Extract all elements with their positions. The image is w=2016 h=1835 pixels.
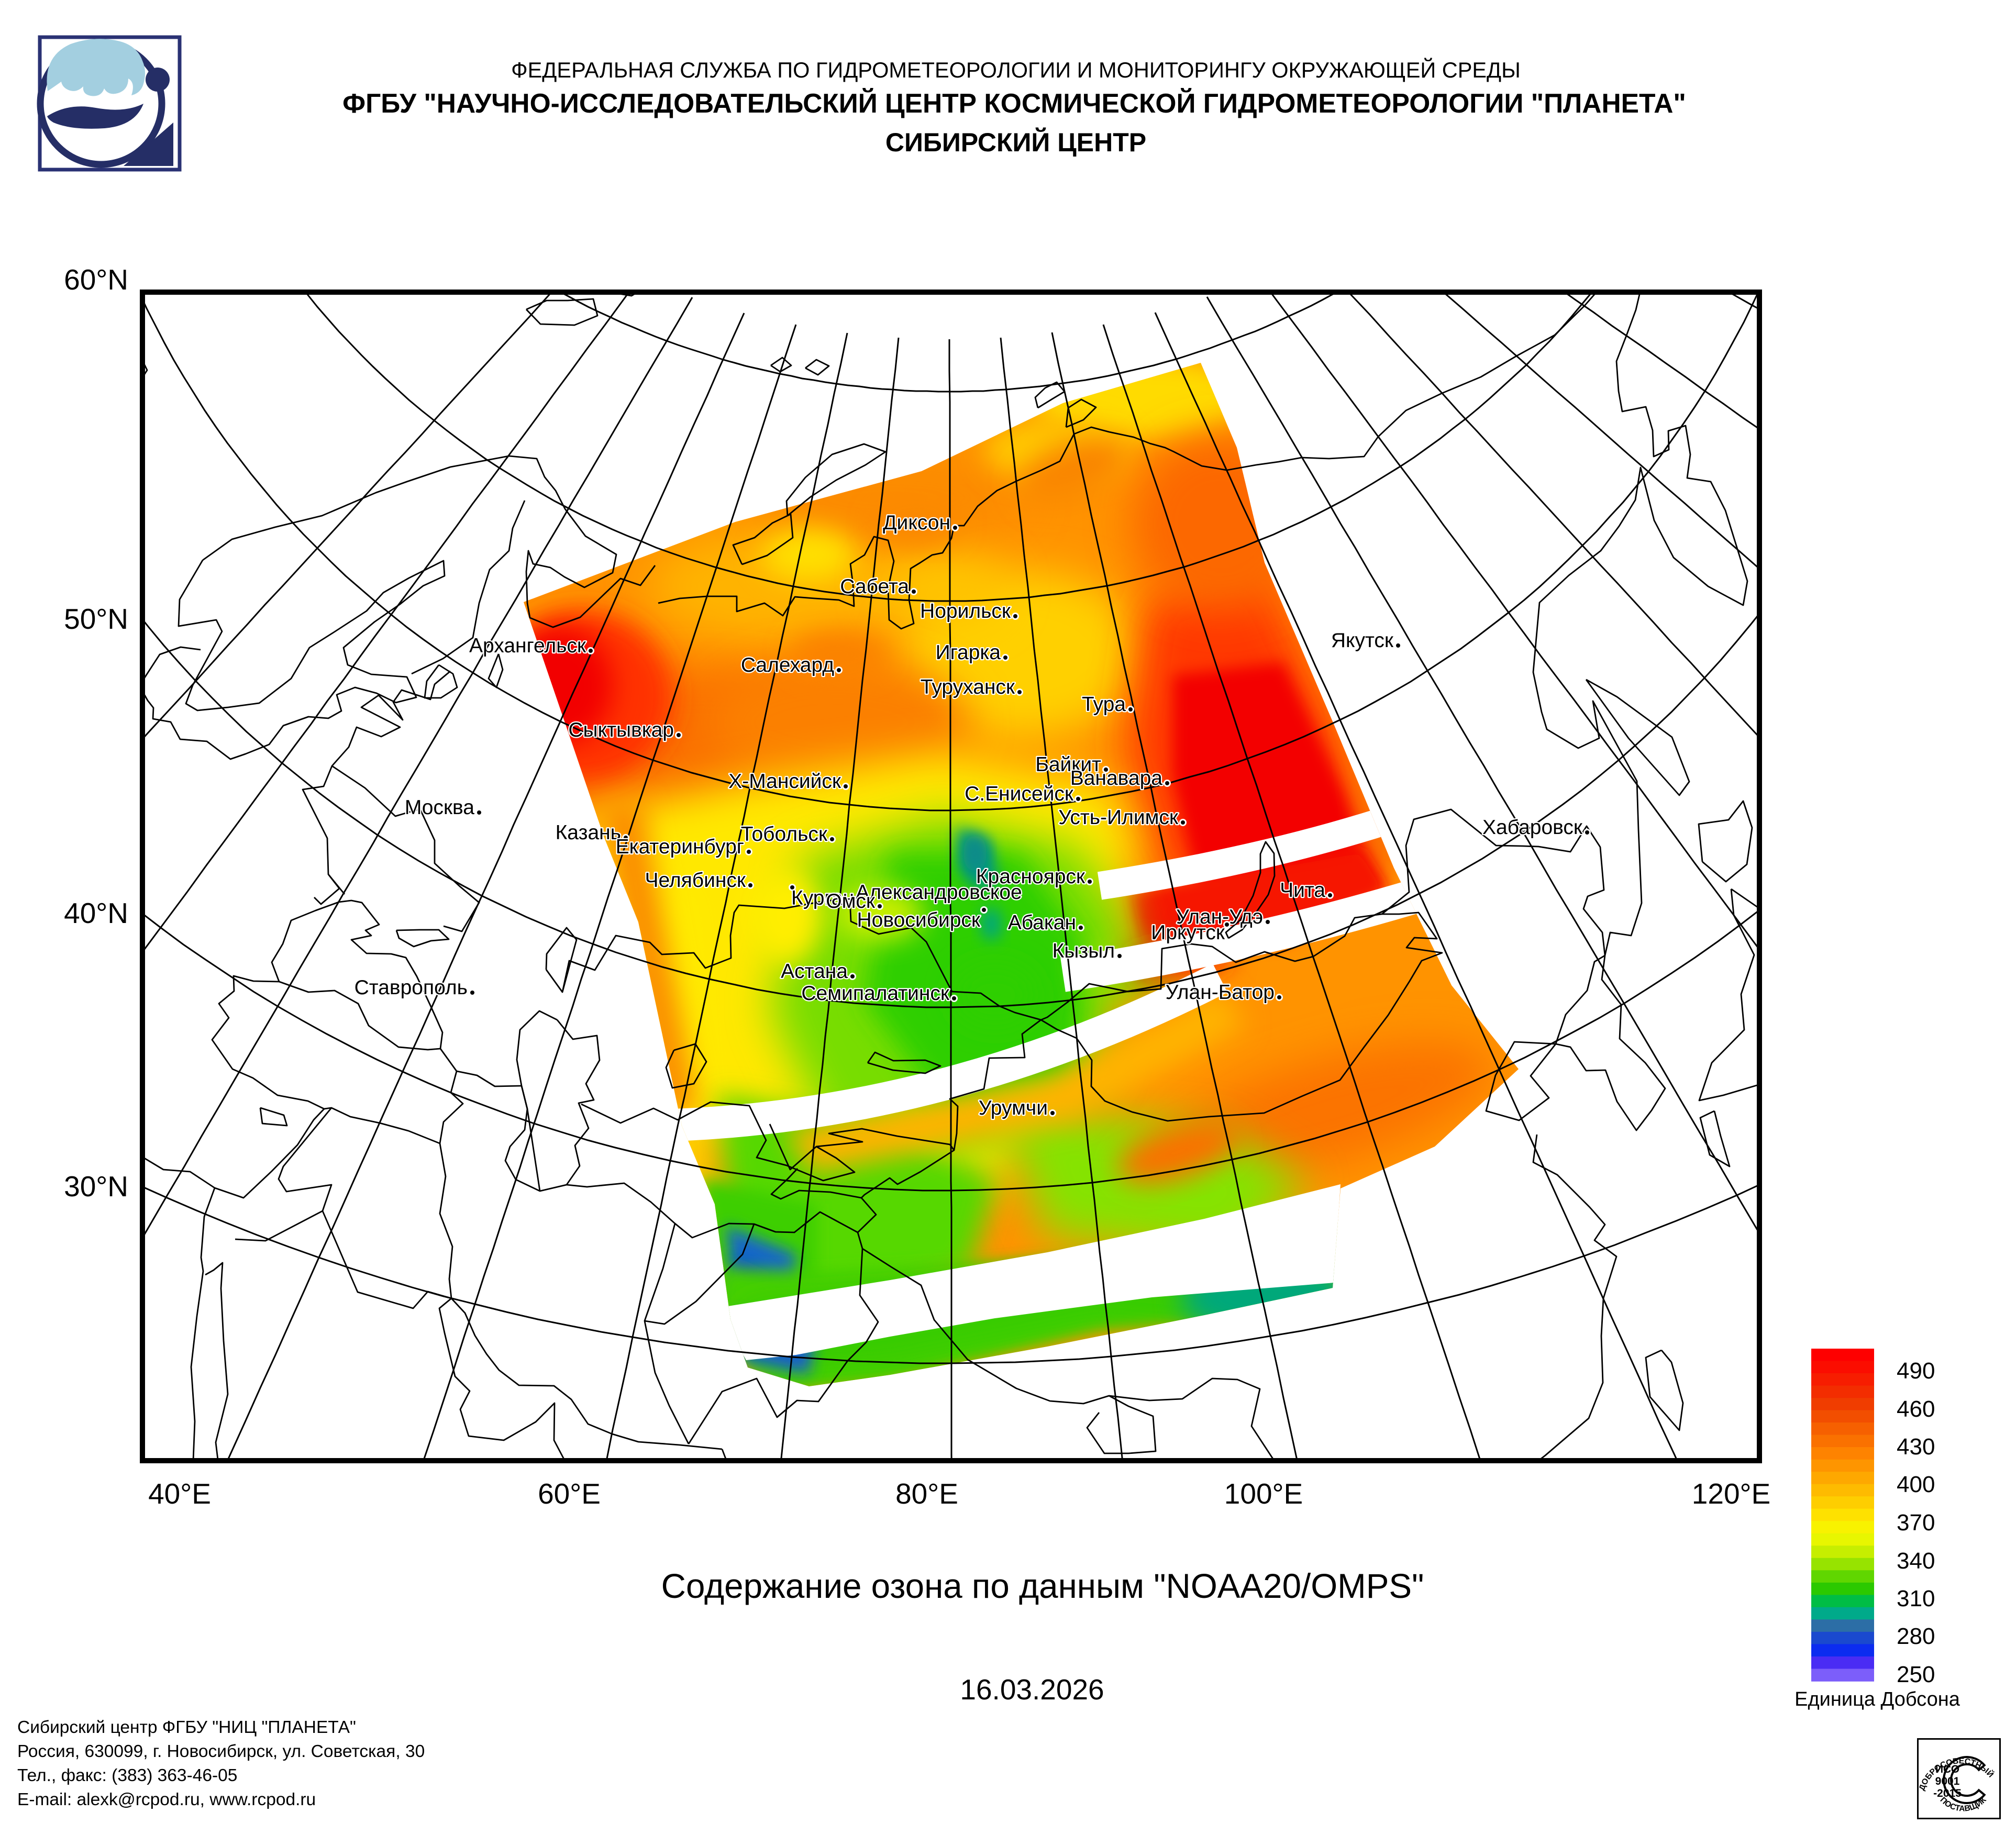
- svg-text:Россия, 630099, г. Новосибирск: Россия, 630099, г. Новосибирск, ул. Сове…: [17, 1742, 425, 1761]
- svg-text:9001: 9001: [1935, 1775, 1960, 1787]
- svg-text:Екатеринбург: Екатеринбург: [616, 836, 744, 858]
- svg-text:Новосибирск: Новосибирск: [857, 909, 981, 931]
- svg-text:280: 280: [1897, 1623, 1935, 1649]
- svg-text:60°N: 60°N: [64, 263, 128, 296]
- svg-text:Тел., факс: (383) 363-46-05: Тел., факс: (383) 363-46-05: [17, 1766, 237, 1785]
- svg-text:250: 250: [1897, 1662, 1935, 1687]
- svg-text:Александровское: Александровское: [856, 881, 1022, 904]
- svg-text:Сыктывкар: Сыктывкар: [568, 719, 674, 741]
- svg-text:Салехард: Салехард: [741, 654, 834, 676]
- svg-text:ФГБУ "НАУЧНО-ИССЛЕДОВАТЕЛЬСКИЙ: ФГБУ "НАУЧНО-ИССЛЕДОВАТЕЛЬСКИЙ ЦЕНТР КОС…: [342, 88, 1686, 118]
- svg-text:340: 340: [1897, 1548, 1935, 1574]
- svg-text:Абакан: Абакан: [1008, 911, 1076, 934]
- svg-text:400: 400: [1897, 1472, 1935, 1497]
- svg-text:Семипалатинск: Семипалатинск: [801, 982, 950, 1005]
- svg-text:Ставрополь: Ставрополь: [355, 976, 468, 999]
- svg-text:40°E: 40°E: [148, 1477, 211, 1510]
- svg-text:80°E: 80°E: [895, 1477, 958, 1510]
- svg-text:50°N: 50°N: [64, 603, 128, 635]
- svg-text:30°N: 30°N: [64, 1170, 128, 1203]
- svg-text:Красноярск: Красноярск: [976, 865, 1085, 888]
- svg-text:Единица Добсона: Единица Добсона: [1795, 1688, 1960, 1710]
- svg-text:E-mail: alexk@rcpod.ru, www.rc: E-mail: alexk@rcpod.ru, www.rcpod.ru: [17, 1790, 316, 1809]
- svg-text:490: 490: [1897, 1358, 1935, 1384]
- svg-text:Кызыл: Кызыл: [1053, 940, 1115, 962]
- svg-text:Сабета: Сабета: [840, 575, 909, 598]
- svg-text:Урумчи: Урумчи: [979, 1097, 1048, 1119]
- svg-text:Игарка: Игарка: [936, 641, 1001, 664]
- svg-text:Норильск: Норильск: [920, 600, 1011, 622]
- svg-text:Курган: Курган: [791, 887, 854, 909]
- svg-text:Челябинск: Челябинск: [645, 869, 746, 892]
- svg-text:ФЕДЕРАЛЬНАЯ СЛУЖБА ПО ГИДРОМЕТ: ФЕДЕРАЛЬНАЯ СЛУЖБА ПО ГИДРОМЕТЕОРОЛОГИИ …: [511, 58, 1521, 82]
- svg-text:Усть-Илимск: Усть-Илимск: [1058, 806, 1179, 829]
- svg-text:Якутск: Якутск: [1331, 629, 1394, 652]
- svg-text:-2015: -2015: [1933, 1787, 1962, 1799]
- svg-text:310: 310: [1897, 1586, 1935, 1611]
- svg-text:Байкит: Байкит: [1035, 753, 1101, 776]
- svg-text:Москва: Москва: [405, 796, 474, 819]
- svg-text:ИСО: ИСО: [1935, 1763, 1959, 1775]
- svg-text:С.Енисейск: С.Енисейск: [965, 783, 1074, 805]
- svg-text:Тура: Тура: [1082, 693, 1126, 716]
- svg-text:Хабаровск: Хабаровск: [1482, 816, 1583, 839]
- svg-text:Диксон: Диксон: [883, 511, 950, 534]
- svg-text:370: 370: [1897, 1510, 1935, 1536]
- svg-text:460: 460: [1897, 1396, 1935, 1422]
- svg-text:Тобольск: Тобольск: [741, 823, 828, 846]
- svg-text:Ванавара: Ванавара: [1070, 767, 1163, 789]
- svg-text:60°E: 60°E: [538, 1477, 601, 1510]
- svg-text:430: 430: [1897, 1434, 1935, 1460]
- svg-text:40°N: 40°N: [64, 897, 128, 929]
- svg-text:СИБИРСКИЙ ЦЕНТР: СИБИРСКИЙ ЦЕНТР: [885, 127, 1146, 157]
- svg-text:Сибирский центр ФГБУ "НИЦ "ПЛА: Сибирский центр ФГБУ "НИЦ "ПЛАНЕТА": [17, 1718, 356, 1737]
- svg-text:Архангельск: Архангельск: [469, 635, 586, 657]
- svg-text:Улан-Удэ: Улан-Удэ: [1176, 906, 1263, 928]
- svg-text:Иркутск: Иркутск: [1151, 921, 1225, 944]
- svg-text:Астана: Астана: [781, 960, 848, 983]
- svg-text:Туруханск: Туруханск: [921, 676, 1015, 698]
- svg-text:Х-Мансийск: Х-Мансийск: [728, 770, 841, 793]
- svg-text:120°E: 120°E: [1692, 1477, 1770, 1510]
- svg-text:Улан-Батор: Улан-Батор: [1166, 981, 1275, 1004]
- svg-text:100°E: 100°E: [1224, 1477, 1303, 1510]
- svg-text:Казань: Казань: [556, 821, 621, 844]
- svg-text:Омск: Омск: [826, 890, 876, 913]
- svg-text:16.03.2026: 16.03.2026: [960, 1673, 1104, 1706]
- svg-text:Чита: Чита: [1280, 879, 1325, 902]
- svg-text:Содержание озона по данным "NO: Содержание озона по данным "NOAA20/OMPS": [661, 1567, 1424, 1605]
